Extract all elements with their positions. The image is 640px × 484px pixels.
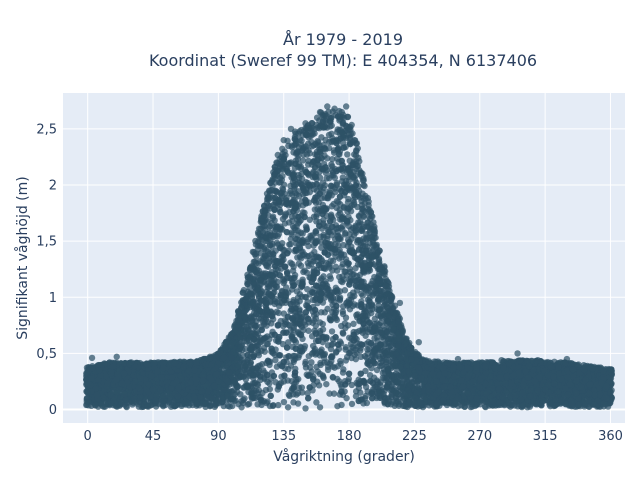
data-point	[345, 237, 351, 243]
data-point	[333, 264, 339, 270]
data-point	[286, 241, 292, 247]
data-point	[350, 321, 356, 327]
chart-title-line-1: År 1979 - 2019	[283, 30, 403, 49]
data-point	[323, 381, 329, 387]
data-point	[277, 352, 283, 358]
chart-title-line-2: Koordinat (Sweref 99 TM): E 404354, N 61…	[149, 51, 537, 70]
data-point	[344, 151, 350, 157]
data-point	[343, 314, 349, 320]
data-point	[290, 399, 296, 405]
data-point	[347, 306, 353, 312]
data-point	[324, 306, 330, 312]
